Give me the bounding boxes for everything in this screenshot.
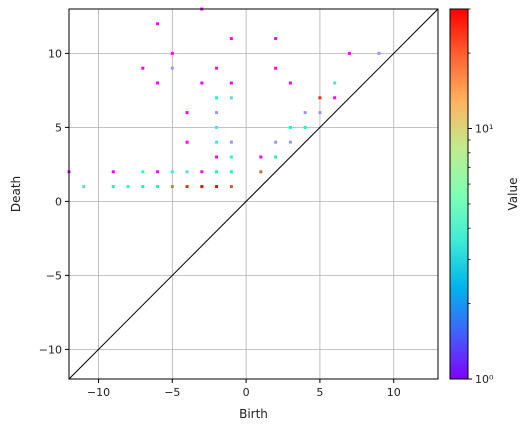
data-point bbox=[185, 140, 189, 144]
data-point bbox=[170, 185, 174, 189]
data-point bbox=[200, 185, 204, 189]
data-point bbox=[288, 140, 292, 144]
data-point bbox=[141, 66, 145, 70]
data-point bbox=[333, 96, 337, 100]
data-point bbox=[185, 111, 189, 115]
data-point bbox=[111, 170, 115, 174]
data-point bbox=[156, 22, 160, 26]
y-tick-label: −10 bbox=[39, 343, 62, 356]
colorbar-label: Value bbox=[506, 178, 520, 211]
data-point bbox=[274, 155, 278, 159]
data-point bbox=[82, 185, 86, 189]
data-point bbox=[141, 170, 145, 174]
data-point bbox=[156, 170, 160, 174]
diagonal-line-layer bbox=[68, 8, 439, 380]
data-point bbox=[215, 185, 219, 189]
data-point bbox=[259, 155, 263, 159]
data-point bbox=[185, 170, 189, 174]
y-axis-label: Death bbox=[9, 176, 23, 212]
data-point bbox=[200, 170, 204, 174]
data-point bbox=[126, 185, 130, 189]
data-point bbox=[259, 170, 263, 174]
data-point bbox=[229, 81, 233, 85]
data-point bbox=[170, 66, 174, 70]
data-point bbox=[318, 111, 322, 115]
y-tick-label: 10 bbox=[48, 47, 62, 60]
data-point bbox=[111, 185, 115, 189]
y-axis-ticks: −10 −5 0 5 10 bbox=[39, 47, 69, 356]
colorbar bbox=[449, 8, 469, 380]
data-point bbox=[303, 111, 307, 115]
data-point bbox=[333, 81, 337, 85]
data-point bbox=[200, 81, 204, 85]
y-tick-label: 5 bbox=[55, 121, 62, 134]
colorbar-ticks: 10⁰ 10¹ bbox=[468, 8, 494, 386]
data-point bbox=[229, 155, 233, 159]
data-point bbox=[215, 111, 219, 115]
data-point bbox=[288, 81, 292, 85]
data-point bbox=[318, 96, 322, 100]
data-point bbox=[229, 170, 233, 174]
x-tick-label: 5 bbox=[316, 386, 323, 399]
data-points bbox=[67, 7, 381, 189]
data-point bbox=[170, 170, 174, 174]
data-point bbox=[347, 51, 351, 55]
data-point bbox=[215, 170, 219, 174]
colorbar-tick-label: 10¹ bbox=[475, 123, 493, 136]
x-axis-ticks: −10 −5 0 5 10 bbox=[87, 379, 401, 399]
y-tick-label: −5 bbox=[46, 269, 62, 282]
data-point bbox=[215, 140, 219, 144]
data-point bbox=[156, 81, 160, 85]
y-tick-label: 0 bbox=[55, 195, 62, 208]
grid-lines bbox=[69, 9, 438, 379]
colorbar-tick-label: 10⁰ bbox=[475, 373, 494, 386]
data-point bbox=[215, 125, 219, 129]
data-point bbox=[229, 37, 233, 41]
data-point bbox=[215, 96, 219, 100]
data-point bbox=[229, 185, 233, 189]
data-point bbox=[274, 37, 278, 41]
data-point bbox=[288, 125, 292, 129]
x-tick-label: −10 bbox=[87, 386, 110, 399]
data-point bbox=[170, 51, 174, 55]
data-point bbox=[215, 155, 219, 159]
data-point bbox=[274, 66, 278, 70]
data-point bbox=[274, 140, 278, 144]
data-point bbox=[229, 96, 233, 100]
data-point bbox=[215, 66, 219, 70]
diagonal-line bbox=[68, 8, 439, 380]
x-tick-label: 10 bbox=[387, 386, 401, 399]
data-point bbox=[185, 185, 189, 189]
data-point bbox=[229, 140, 233, 144]
x-axis-label: Birth bbox=[239, 407, 268, 421]
data-point bbox=[303, 125, 307, 129]
plot-frame bbox=[68, 8, 439, 380]
data-point bbox=[377, 51, 381, 55]
data-point bbox=[141, 185, 145, 189]
x-tick-label: 0 bbox=[243, 386, 250, 399]
data-point bbox=[156, 185, 160, 189]
x-tick-label: −5 bbox=[164, 386, 180, 399]
